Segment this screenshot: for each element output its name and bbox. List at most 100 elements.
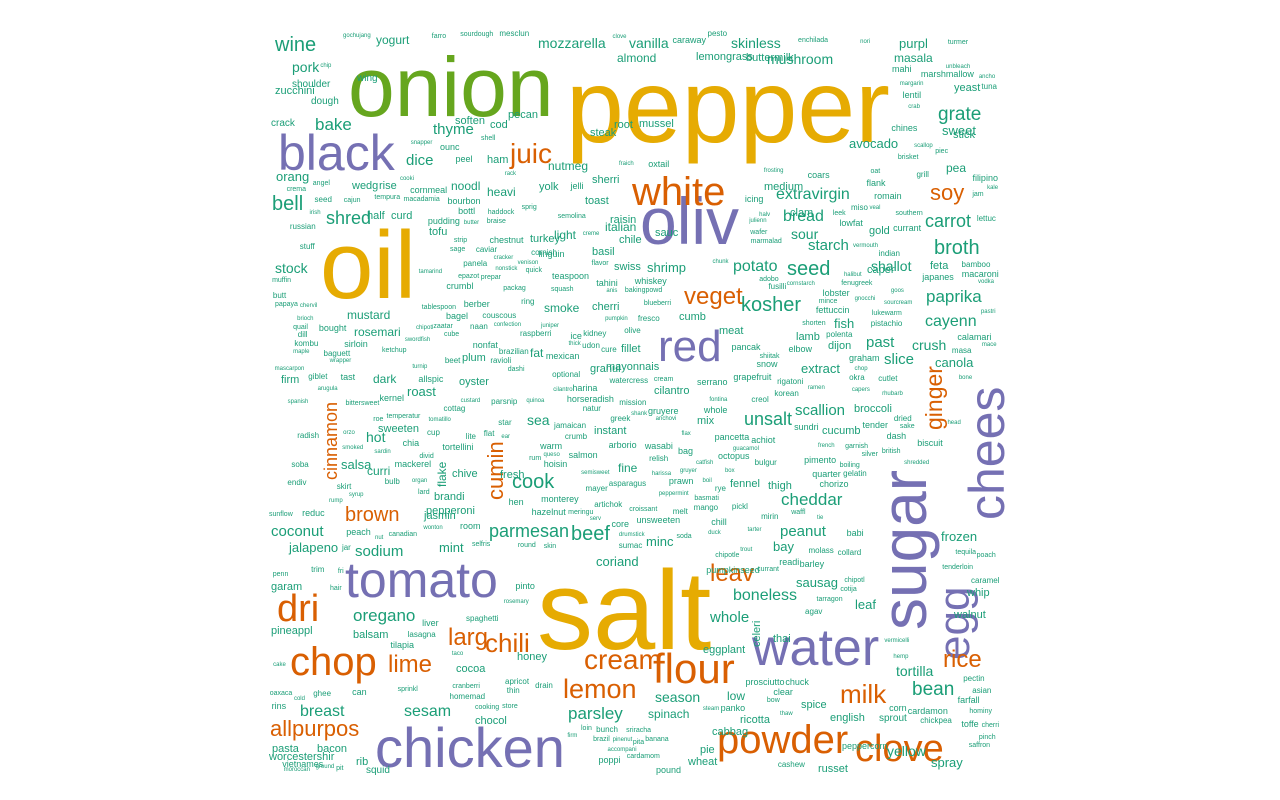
word-ghee: ghee xyxy=(313,690,331,698)
word-garam: garam xyxy=(271,582,302,593)
word-cheddar: cheddar xyxy=(781,491,842,508)
word-celeri: celeri xyxy=(752,621,763,647)
word-lime: lime xyxy=(388,653,432,677)
word-peach: peach xyxy=(346,528,371,537)
word-beet: beet xyxy=(445,357,461,365)
word-poach: poach xyxy=(977,552,996,559)
word-chocol: chocol xyxy=(475,716,507,727)
word-lasagna: lasagna xyxy=(408,631,436,639)
word-peel: peel xyxy=(455,155,472,164)
word-oregano: oregano xyxy=(353,607,415,624)
word-southern: southern xyxy=(896,210,923,217)
word-strip: strip xyxy=(454,237,467,244)
word-chickpea: chickpea xyxy=(920,717,952,725)
word-whiskey: whiskey xyxy=(635,277,667,286)
word-organ: organ xyxy=(412,478,427,484)
word-soften: soften xyxy=(455,116,485,127)
word-teaspoon: teaspoon xyxy=(552,272,589,281)
word-oil: oil xyxy=(320,218,416,314)
word-pinch: pinch xyxy=(979,734,996,741)
word-boil: boil xyxy=(703,478,712,484)
word-basmati: basmati xyxy=(694,495,719,502)
word-kale: kale xyxy=(987,185,998,191)
word-baguett: baguett xyxy=(324,350,351,358)
word-veal: veal xyxy=(869,205,880,211)
word-radish: radish xyxy=(297,432,319,440)
word-liver: liver xyxy=(422,619,439,628)
word-papaya: papaya xyxy=(275,301,298,308)
word-nori: nori xyxy=(860,39,870,45)
word-turmer: turmer xyxy=(948,39,968,46)
word-bulb: bulb xyxy=(385,478,400,486)
word-goos: goos xyxy=(891,288,904,294)
word-nut: nut xyxy=(375,535,383,541)
word-macaroni: macaroni xyxy=(962,270,999,279)
word-boneless: boneless xyxy=(733,588,797,604)
word-orzo: orzo xyxy=(343,430,355,436)
word-loin: loin xyxy=(581,725,592,732)
word-cornish: cornish xyxy=(531,249,557,257)
word-croissant: croissant xyxy=(629,506,657,513)
word-cooking: cooking xyxy=(475,704,499,711)
word-scallion: scallion xyxy=(795,403,845,418)
word-semisweet: semisweet xyxy=(581,470,609,476)
word-bakingpowd: bakingpowd xyxy=(625,287,662,294)
word-wine: wine xyxy=(275,35,316,55)
word-quinoa: quinoa xyxy=(526,398,544,404)
word-sauc: sauc xyxy=(655,228,678,239)
word-basil: basil xyxy=(592,247,615,258)
word-fenugreek: fenugreek xyxy=(841,280,872,287)
word-squash: squash xyxy=(551,286,574,293)
word-crema: crema xyxy=(287,186,306,193)
word-sea: sea xyxy=(527,413,550,427)
word-nutmeg: nutmeg xyxy=(548,160,588,172)
word-peppermint: peppermint xyxy=(659,491,689,497)
word-couscous: couscous xyxy=(482,312,516,320)
word-root: root xyxy=(614,120,633,131)
word-ounc: ounc xyxy=(440,143,460,152)
word-bean: bean xyxy=(912,680,954,699)
word-masa: masa xyxy=(952,347,972,355)
word-scallop: scallop xyxy=(914,143,933,149)
word-brazilian: brazilian xyxy=(499,348,529,356)
word-cold: cold xyxy=(294,696,305,702)
word-caviar: caviar xyxy=(476,246,497,254)
word-cutlet: cutlet xyxy=(878,375,897,383)
word-shoulder: shoulder xyxy=(292,80,330,90)
word-fontina: fontina xyxy=(709,397,727,403)
word-thin: thin xyxy=(507,687,520,695)
word-lemongrass: lemongrass xyxy=(696,52,753,63)
word-jar: jar xyxy=(342,544,351,552)
word-tablespoon: tablespoon xyxy=(422,304,456,311)
word-cream: cream xyxy=(654,376,673,383)
word-pickl: pickl xyxy=(732,503,748,511)
word-tilapia: tilapia xyxy=(391,641,415,650)
word-tempura: tempura xyxy=(374,194,400,201)
word-ring: ring xyxy=(521,298,534,306)
word-drain: drain xyxy=(535,682,553,690)
word-shredded: shredded xyxy=(904,460,929,466)
word-sriracha: sriracha xyxy=(626,727,651,734)
word-juic: juic xyxy=(510,140,552,168)
word-pumpkinseed: pumpkinseed xyxy=(706,566,760,575)
word-toast: toast xyxy=(585,196,609,207)
word-leaf: leaf xyxy=(855,598,876,611)
word-whole: whole xyxy=(704,406,728,415)
word-cranberri: cranberri xyxy=(452,683,480,690)
word-jelli: jelli xyxy=(570,182,583,191)
word-cashew: cashew xyxy=(778,761,805,769)
word-ricotta: ricotta xyxy=(740,715,770,726)
word-gnocchi: gnocchi xyxy=(855,296,876,302)
word-cocoa: cocoa xyxy=(456,664,485,675)
word-parmesan: parmesan xyxy=(489,522,569,540)
word-relish: relish xyxy=(649,455,668,463)
word-cilantro: cilantro xyxy=(553,387,572,393)
word-asian: asian xyxy=(972,687,991,695)
word-bunch: bunch xyxy=(596,726,618,734)
word-tarter: tarter xyxy=(747,527,761,533)
word-miso: miso xyxy=(851,204,868,212)
word-monterey: monterey xyxy=(541,495,579,504)
word-dough: dough xyxy=(311,97,339,107)
word-brown: brown xyxy=(345,505,399,525)
word-coars: coars xyxy=(808,171,830,180)
